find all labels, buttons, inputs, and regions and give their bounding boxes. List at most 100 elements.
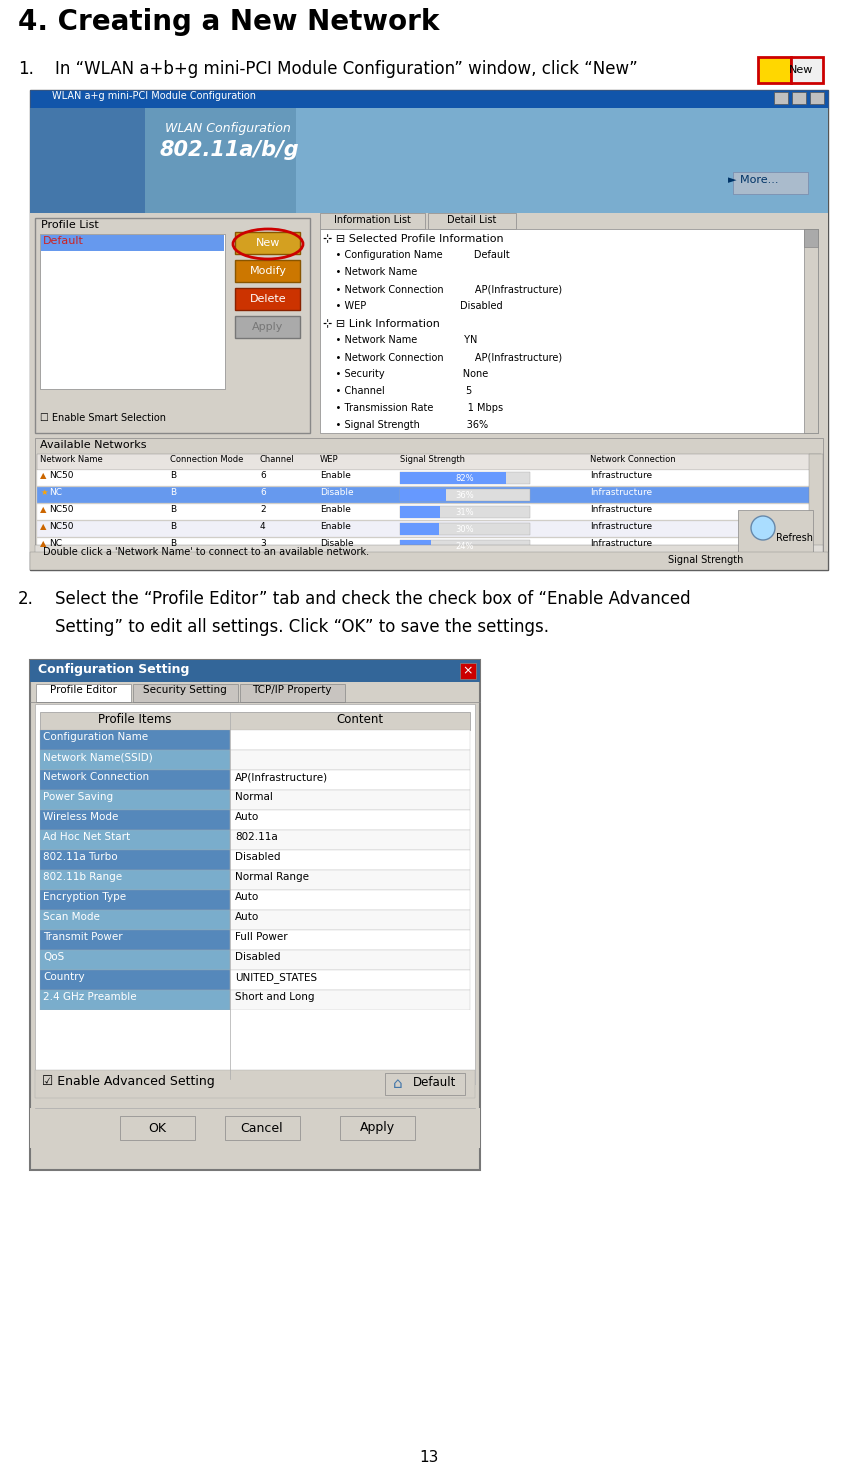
Bar (40, 712, 470, 730)
Text: Cancel: Cancel (241, 1121, 283, 1134)
Bar (30, 107, 828, 213)
Bar (733, 172, 808, 194)
Text: Setting” to edit all settings. Click “OK” to save the settings.: Setting” to edit all settings. Click “OK… (55, 618, 549, 635)
Bar (400, 488, 446, 502)
Text: NC50: NC50 (49, 522, 74, 531)
Bar (37, 471, 821, 485)
Text: Ad Hoc Net Start: Ad Hoc Net Start (43, 833, 130, 841)
Text: 24%: 24% (456, 541, 474, 550)
Text: • Channel                          5: • Channel 5 (323, 385, 472, 396)
Text: B: B (170, 505, 176, 513)
Text: Content: Content (336, 713, 384, 727)
Text: Encryption Type: Encryption Type (43, 891, 126, 902)
Text: Disable: Disable (320, 538, 353, 549)
Text: Infrastructure: Infrastructure (590, 488, 652, 497)
Text: 2: 2 (260, 505, 266, 513)
Text: Select the “Profile Editor” tab and check the check box of “Enable Advanced: Select the “Profile Editor” tab and chec… (55, 590, 691, 608)
Bar (40, 1011, 470, 1080)
Bar (37, 505, 821, 521)
Text: Profile Editor: Profile Editor (50, 685, 117, 694)
Text: Default: Default (43, 235, 84, 246)
Bar (230, 769, 470, 790)
Text: Power Saving: Power Saving (43, 791, 113, 802)
Bar (30, 660, 480, 1169)
Bar (40, 930, 230, 950)
Bar (230, 930, 470, 950)
Text: • Network Name               YN: • Network Name YN (323, 335, 477, 346)
Bar (35, 705, 475, 1084)
Text: Security Setting: Security Setting (143, 685, 227, 694)
Text: B: B (170, 471, 176, 480)
Bar (400, 540, 530, 552)
Bar (235, 288, 300, 310)
Text: UNITED_STATES: UNITED_STATES (235, 972, 317, 983)
Bar (35, 218, 310, 432)
Bar (809, 455, 823, 563)
Text: 36%: 36% (456, 490, 474, 500)
Bar (792, 93, 806, 104)
Text: OK: OK (148, 1121, 166, 1134)
Text: Network Connection: Network Connection (43, 772, 149, 783)
Bar (240, 684, 345, 702)
Text: NC: NC (49, 488, 62, 497)
Text: New: New (256, 238, 281, 249)
Bar (133, 684, 238, 702)
Bar (235, 260, 300, 282)
Text: B: B (170, 538, 176, 549)
Text: ☑ Enable Advanced Setting: ☑ Enable Advanced Setting (42, 1075, 214, 1089)
Text: Infrastructure: Infrastructure (590, 522, 652, 531)
Bar (37, 538, 821, 555)
Text: ☐ Enable Smart Selection: ☐ Enable Smart Selection (40, 413, 166, 424)
Bar (40, 811, 230, 830)
Bar (40, 769, 230, 790)
Text: 802.11b Range: 802.11b Range (43, 872, 122, 883)
Bar (35, 1069, 475, 1097)
Bar (400, 540, 431, 552)
Text: • Configuration Name          Default: • Configuration Name Default (323, 250, 510, 260)
Bar (230, 911, 470, 930)
Text: Country: Country (43, 972, 85, 983)
Text: • Transmission Rate           1 Mbps: • Transmission Rate 1 Mbps (323, 403, 503, 413)
Text: Auto: Auto (235, 891, 259, 902)
Bar (36, 684, 131, 702)
Text: NC: NC (49, 538, 62, 549)
Bar (774, 93, 788, 104)
Bar (230, 790, 470, 811)
Text: 4: 4 (260, 522, 266, 531)
Bar (296, 107, 828, 213)
Bar (230, 869, 470, 890)
Text: B: B (170, 488, 176, 497)
Text: • Security                         None: • Security None (323, 369, 488, 380)
Text: Configuration Name: Configuration Name (43, 733, 148, 741)
Bar (400, 506, 440, 518)
Text: TCP/IP Property: TCP/IP Property (252, 685, 332, 694)
Bar (40, 730, 230, 750)
Bar (230, 950, 470, 969)
Text: • Signal Strength               36%: • Signal Strength 36% (323, 421, 488, 430)
Text: 4. Creating a New Network: 4. Creating a New Network (18, 7, 439, 35)
Text: Default: Default (413, 1075, 456, 1089)
Text: 31%: 31% (456, 507, 474, 516)
Bar (230, 969, 470, 990)
Text: 6: 6 (260, 488, 266, 497)
Bar (738, 510, 813, 555)
Bar (40, 950, 230, 969)
Bar (41, 235, 224, 252)
Bar (428, 213, 516, 229)
Text: • Network Name: • Network Name (323, 268, 417, 277)
Text: 802.11a Turbo: 802.11a Turbo (43, 852, 118, 862)
Text: ▲: ▲ (40, 471, 46, 480)
Text: In “WLAN a+b+g mini-PCI Module Configuration” window, click “New”: In “WLAN a+b+g mini-PCI Module Configura… (55, 60, 637, 78)
Bar (40, 830, 230, 850)
Bar (230, 830, 470, 850)
Bar (37, 487, 821, 503)
Text: WLAN a+g mini-PCI Module Configuration: WLAN a+g mini-PCI Module Configuration (52, 91, 256, 101)
Text: 30%: 30% (456, 525, 474, 534)
Text: Normal Range: Normal Range (235, 872, 309, 883)
Text: 1.: 1. (18, 60, 33, 78)
Text: 3: 3 (260, 538, 266, 549)
Bar (230, 850, 470, 869)
Bar (30, 552, 828, 569)
Text: New: New (789, 65, 813, 75)
Text: Normal: Normal (235, 791, 273, 802)
